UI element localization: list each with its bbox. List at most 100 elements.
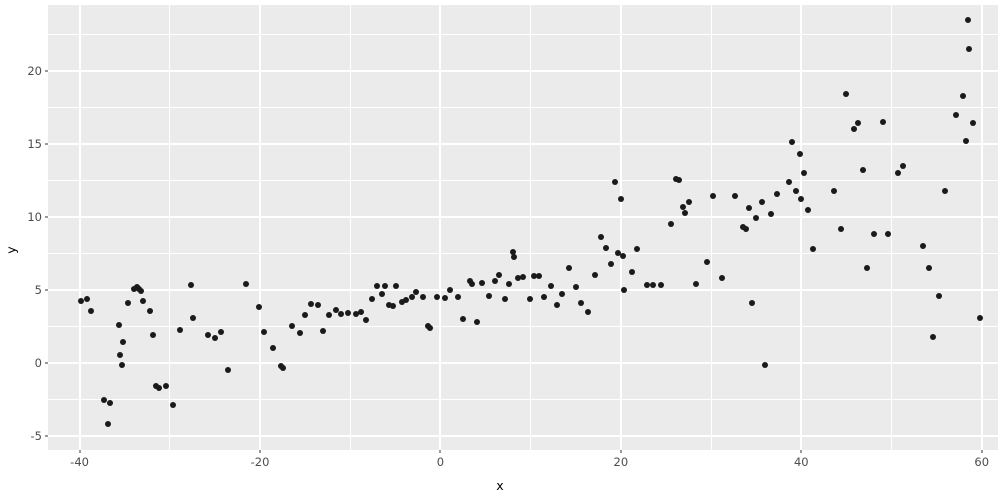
data-point: [838, 225, 845, 232]
data-point: [566, 265, 573, 272]
data-point: [155, 384, 162, 391]
data-point: [681, 209, 688, 216]
data-point: [420, 293, 427, 300]
gridline-major-horizontal: [48, 362, 998, 365]
data-point: [584, 308, 591, 315]
data-point: [709, 193, 716, 200]
x-axis-title: x: [496, 478, 504, 493]
gridline-major-horizontal: [48, 142, 998, 145]
gridline-minor-vertical: [349, 5, 351, 450]
data-point: [598, 234, 605, 241]
data-point: [628, 269, 635, 276]
data-point: [830, 187, 837, 194]
data-point: [486, 292, 493, 299]
data-point: [855, 120, 862, 127]
gridline-minor-vertical: [891, 5, 893, 450]
data-point: [368, 296, 375, 303]
data-point: [116, 322, 123, 329]
data-point: [541, 294, 548, 301]
data-point: [871, 231, 878, 238]
gridline-major-horizontal: [48, 69, 998, 72]
y-tick-mark: [45, 143, 48, 145]
x-tick-label: 0: [436, 455, 445, 469]
data-point: [426, 324, 433, 331]
data-point: [146, 308, 153, 315]
data-point: [965, 16, 972, 23]
data-point: [243, 281, 250, 288]
data-point: [224, 366, 231, 373]
data-point: [218, 328, 225, 335]
data-point: [302, 311, 309, 318]
data-point: [491, 278, 498, 285]
data-point: [441, 295, 448, 301]
data-point: [952, 111, 959, 118]
gridline-major-horizontal: [48, 288, 998, 291]
data-point: [478, 279, 485, 286]
data-point: [88, 308, 95, 315]
data-point: [269, 344, 276, 351]
data-point: [739, 224, 746, 231]
data-point: [804, 206, 811, 213]
data-point: [374, 283, 381, 290]
data-point: [139, 297, 146, 304]
gridline-major-horizontal: [48, 215, 998, 218]
gridline-major-vertical: [619, 5, 622, 450]
data-point: [320, 327, 327, 334]
data-point: [731, 193, 738, 200]
data-point: [879, 118, 886, 125]
data-point: [352, 311, 359, 318]
y-tick-mark: [45, 362, 48, 364]
data-point: [307, 300, 314, 307]
data-point: [510, 254, 517, 261]
data-point: [634, 246, 641, 253]
data-point: [864, 265, 871, 272]
data-point: [619, 253, 626, 260]
data-point: [792, 187, 799, 194]
data-point: [559, 291, 566, 298]
data-point: [204, 331, 211, 338]
plot-panel: [48, 5, 998, 450]
gridline-major-vertical: [800, 5, 803, 450]
data-point: [130, 286, 137, 293]
y-tick-mark: [45, 70, 48, 72]
data-point: [611, 178, 618, 185]
data-point: [325, 311, 332, 318]
data-point: [502, 295, 509, 302]
data-point: [78, 297, 85, 304]
data-point: [460, 316, 466, 323]
x-tick-mark: [981, 450, 983, 453]
x-tick-label: 20: [613, 455, 629, 469]
data-point: [843, 91, 850, 98]
data-point: [591, 272, 598, 279]
x-tick-mark: [259, 450, 261, 453]
x-tick-mark: [79, 450, 81, 453]
data-point: [644, 281, 651, 288]
data-point: [403, 297, 410, 304]
data-point: [894, 170, 901, 177]
gridline-major-vertical: [980, 5, 983, 450]
data-point: [762, 361, 769, 368]
data-point: [170, 402, 177, 409]
data-point: [966, 45, 973, 52]
data-point: [509, 248, 516, 255]
data-point: [358, 308, 365, 315]
gridline-minor-horizontal: [48, 179, 998, 181]
data-point: [758, 199, 765, 206]
data-point: [850, 126, 857, 133]
data-point: [433, 293, 440, 300]
data-point: [393, 283, 400, 290]
data-point: [176, 327, 183, 334]
data-point: [667, 221, 674, 228]
data-point: [344, 310, 351, 317]
data-point: [748, 300, 755, 307]
data-point: [190, 315, 197, 322]
gridline-minor-horizontal: [48, 106, 998, 108]
y-tick-label: 20: [27, 63, 42, 78]
data-point: [338, 311, 345, 318]
y-axis-title: y: [3, 246, 19, 254]
data-point: [469, 281, 476, 288]
data-point: [718, 275, 725, 282]
data-point: [607, 260, 614, 267]
